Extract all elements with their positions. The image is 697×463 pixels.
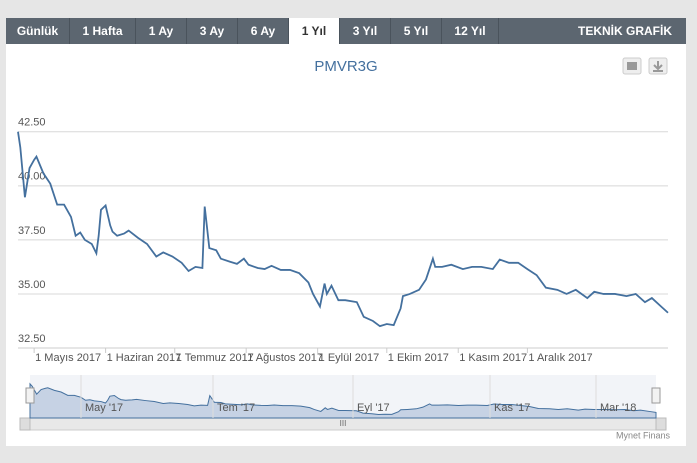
x-tick-label: 1 Eylül 2017	[319, 352, 380, 364]
chart-title: PMVR3G	[314, 58, 377, 75]
range-tab[interactable]: 3 Yıl	[340, 18, 391, 44]
x-tick-label: 1 Ağustos 2017	[247, 352, 323, 364]
navigator-label: May '17	[85, 402, 123, 414]
range-tab[interactable]: Günlük	[6, 18, 70, 44]
y-tick-label: 37.50	[18, 225, 46, 237]
range-tab[interactable]: 1 Yıl	[289, 18, 340, 44]
y-tick-label: 35.00	[18, 279, 46, 291]
navigator-handle[interactable]	[651, 387, 661, 404]
scroll-right[interactable]	[655, 417, 667, 431]
navigator-label: Mar '18	[600, 402, 636, 414]
y-tick-label: 32.50	[18, 333, 46, 345]
x-tick-label: 1 Mayıs 2017	[35, 352, 101, 364]
range-tab[interactable]: 1 Hafta	[70, 18, 136, 44]
download-button[interactable]	[648, 57, 668, 75]
range-tab[interactable]: 12 Yıl	[442, 18, 499, 44]
navigator-label: Eyl '17	[357, 402, 390, 414]
x-tick-label: 1 Aralık 2017	[528, 352, 592, 364]
print-button[interactable]	[622, 57, 642, 75]
technical-chart-link[interactable]: TEKNİK GRAFİK	[578, 24, 672, 38]
x-tick-label: 1 Ekim 2017	[388, 352, 449, 364]
range-tab[interactable]: 6 Ay	[238, 18, 289, 44]
scroll-grip: III	[340, 419, 347, 428]
line	[17, 131, 669, 328]
range-tab[interactable]: 5 Yıl	[391, 18, 442, 44]
tab-bar: TEKNİK GRAFİK Günlük 1 Hafta 1 Ay 3 Ay 6 Ay 1…	[6, 18, 686, 44]
scroll-left[interactable]	[19, 417, 31, 431]
x-tick-label: 1 Temmuz 2017	[176, 352, 254, 364]
navigator-label: Kas '17	[494, 402, 530, 414]
range-tab[interactable]: 3 Ay	[187, 18, 238, 44]
credit: Mynet Finans	[616, 430, 671, 440]
navigator-handle[interactable]	[25, 387, 35, 404]
y-tick-label: 42.50	[18, 117, 46, 129]
range-tab[interactable]: 1 Ay	[136, 18, 187, 44]
x-tick-label: 1 Kasım 2017	[459, 352, 527, 364]
navigator-label: Tem '17	[217, 402, 255, 414]
y-tick-label: 40.00	[18, 171, 46, 183]
x-tick-label: 1 Haziran 2017	[107, 352, 182, 364]
navigator-area	[29, 382, 657, 419]
